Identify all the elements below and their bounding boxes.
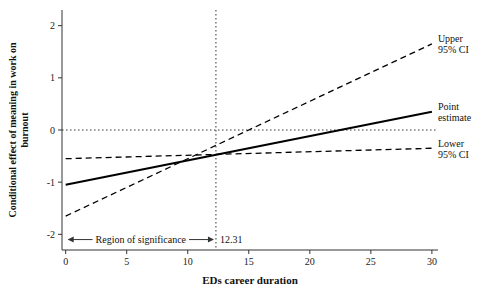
x-tick <box>65 250 66 254</box>
x-axis-label: EDs career duration <box>202 274 298 286</box>
y-tick-label: 0 <box>50 125 55 136</box>
y-tick-label: -1 <box>47 177 55 188</box>
x-tick <box>370 250 371 254</box>
y-axis-label: Conditional effect of meaning in work on… <box>7 42 30 217</box>
y-tick-label: 2 <box>50 20 55 31</box>
text-line: estimate <box>438 112 472 123</box>
y-tick <box>58 25 62 26</box>
y-tick <box>58 130 62 131</box>
region-label: Region of significance <box>96 234 187 245</box>
series-line <box>66 44 432 216</box>
series-line <box>66 148 432 158</box>
chart-svg: 0 5 10 15 20 25 30 -2 -1 0 1 2 EDs career duration Co… <box>0 0 500 292</box>
text-line: 95% CI <box>438 148 469 159</box>
text-line: 95% CI <box>438 44 469 55</box>
region-arrow-head <box>68 237 74 243</box>
y-tick-label: 1 <box>50 72 55 83</box>
y-tick <box>58 234 62 235</box>
x-tick-label: 0 <box>63 256 68 267</box>
text-line: Conditional effect of meaning in work on <box>7 42 18 217</box>
x-tick <box>126 250 127 254</box>
x-tick-label: 30 <box>427 256 437 267</box>
series-line <box>66 112 432 185</box>
x-tick <box>431 250 432 254</box>
y-tick <box>58 182 62 183</box>
series-label: Upper95% CI <box>438 33 469 55</box>
x-tick-label: 25 <box>366 256 376 267</box>
text-line: Upper <box>438 33 464 44</box>
x-axis-line <box>62 250 438 251</box>
reference-line <box>215 10 216 250</box>
region-arrow-head <box>208 237 214 243</box>
text-line: burnout <box>19 112 30 148</box>
region-label-bg <box>93 233 190 247</box>
series-label: Pointestimate <box>438 101 472 123</box>
text-line: Point <box>438 101 459 112</box>
y-tick-label: -2 <box>47 229 55 240</box>
plot-area <box>62 10 438 250</box>
x-tick-label: 20 <box>305 256 315 267</box>
chart-container: 0 5 10 15 20 25 30 -2 -1 0 1 2 EDs career duration Co… <box>0 0 500 292</box>
x-tick <box>309 250 310 254</box>
x-tick-label: 10 <box>183 256 193 267</box>
region-value-label: 12.31 <box>220 234 243 245</box>
x-tick-label: 5 <box>124 256 129 267</box>
series-label: Lower95% CI <box>438 137 469 159</box>
x-tick-label: 15 <box>244 256 254 267</box>
y-tick <box>58 77 62 78</box>
x-tick <box>187 250 188 254</box>
x-tick <box>248 250 249 254</box>
text-line: Lower <box>438 137 465 148</box>
